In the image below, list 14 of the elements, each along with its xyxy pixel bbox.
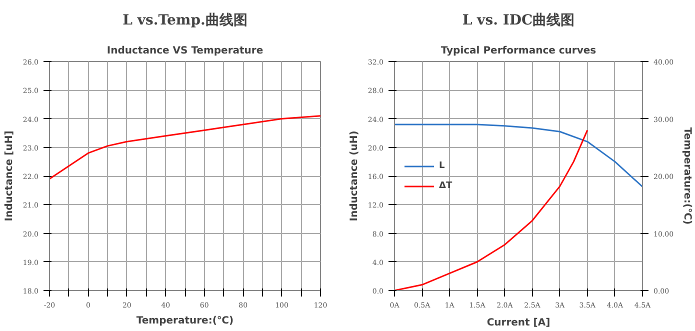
chart-title: Inductance VS Temperature — [106, 46, 264, 56]
legend-label: ΔT — [439, 180, 454, 190]
text: L vs. IDC曲线图 — [462, 12, 575, 28]
line-series — [394, 129, 588, 290]
x-axis-title: Current [A] — [486, 318, 550, 328]
legend-label: L — [439, 160, 446, 170]
x-axis-title: Temperature:(℃) — [136, 316, 234, 326]
line-series — [50, 115, 320, 180]
chart-title: Typical Performance curves — [440, 46, 596, 56]
text: L vs.Temp.曲线图 — [122, 12, 248, 28]
y-axis-title: Inductance (uH) — [348, 130, 360, 222]
line-series — [394, 124, 642, 188]
y-axis-title: Inductance [uH] — [4, 130, 15, 222]
y2-axis-title: Temperature:(℃) — [682, 127, 693, 225]
